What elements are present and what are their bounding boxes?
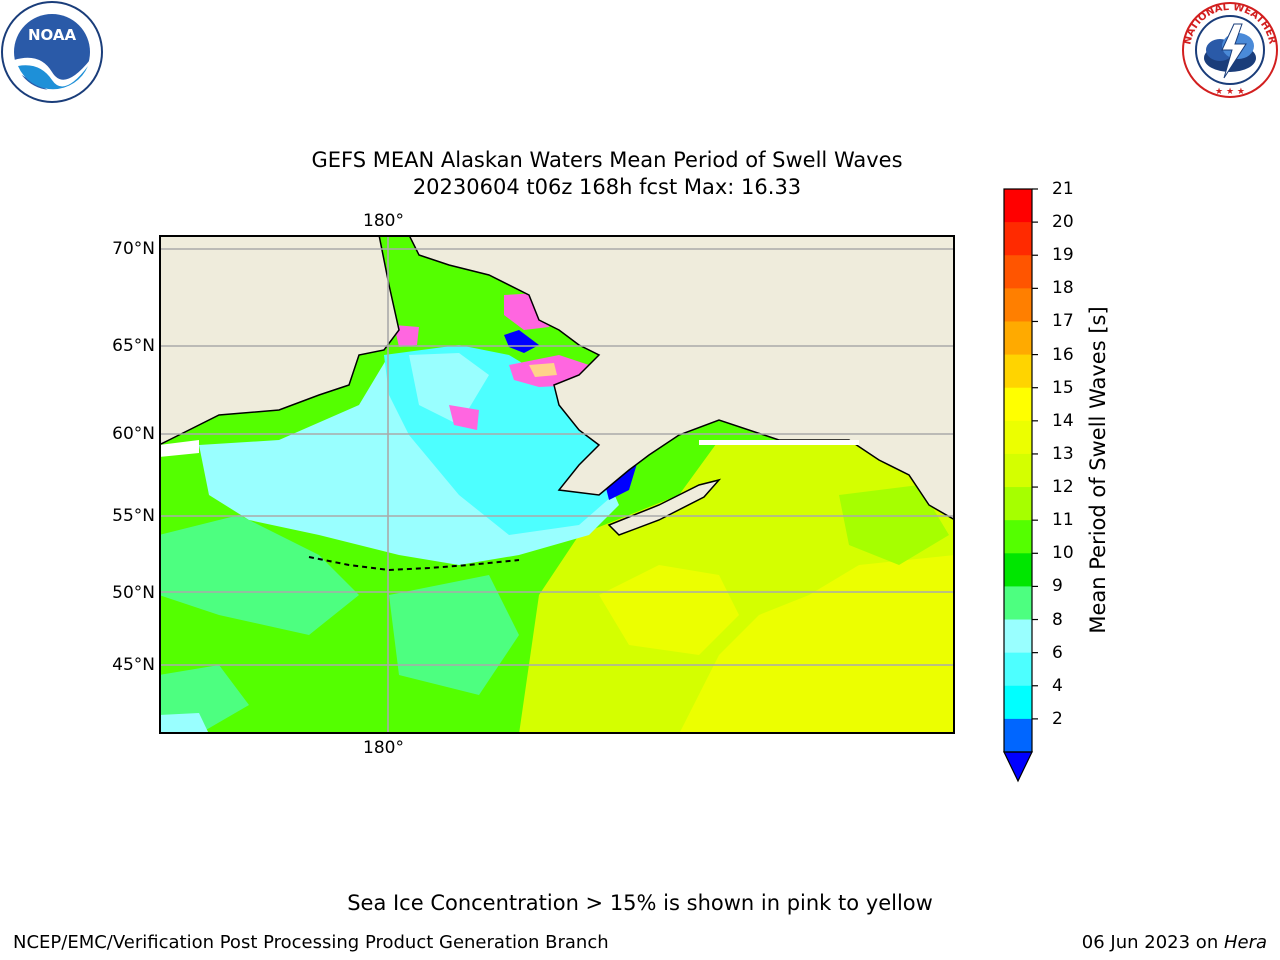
colorbar-band <box>1004 685 1032 720</box>
colorbar-tick-label: 20 <box>1052 212 1074 233</box>
colorbar-band <box>1004 255 1032 289</box>
map-plot <box>159 235 955 734</box>
colorbar-band <box>1004 222 1032 256</box>
colorbar-band <box>1004 487 1032 521</box>
colorbar-band <box>1004 718 1032 753</box>
footer-date-text: 06 Jun 2023 on <box>1081 932 1224 953</box>
map-frame <box>159 235 955 734</box>
colorbar-tick-label: 8 <box>1052 609 1063 630</box>
footer-host: Hera <box>1223 932 1267 953</box>
colorbar-tick-label: 13 <box>1052 443 1074 464</box>
nws-logo: NATIONAL WEATHER SERVICE ★ ★ ★ <box>1180 0 1278 98</box>
colorbar-tick-label: 14 <box>1052 410 1074 431</box>
colorbar-ticks <box>1032 188 1038 720</box>
colorbar-band <box>1004 619 1032 654</box>
swell-9s-patch-west <box>159 515 359 635</box>
no-data-strip-gulf <box>699 440 859 445</box>
no-data-strip-west <box>159 440 199 457</box>
sea-ice-patch-yellow <box>529 363 557 377</box>
lat-label-50n: 50°N <box>112 583 155 603</box>
colorbar-band <box>1004 652 1032 687</box>
swell-12s-patch <box>839 485 949 565</box>
lon-label-top: 180° <box>363 211 404 231</box>
swell-14s-patch <box>599 565 739 655</box>
colorbar <box>1003 188 1038 783</box>
lat-label-45n: 45°N <box>112 655 155 675</box>
swell-low-patch-norton <box>504 330 539 353</box>
colorbar-band <box>1004 321 1032 356</box>
colorbar-tick-label: 12 <box>1052 477 1074 498</box>
colorbar-tick-label: 2 <box>1052 708 1063 729</box>
colorbar-extend-arrow <box>1003 751 1033 783</box>
swell-8s-patch-sw <box>159 713 209 734</box>
sea-ice-note: Sea Ice Concentration > 15% is shown in … <box>347 891 933 915</box>
lat-label-60n: 60°N <box>112 424 155 444</box>
swell-8s-patch-north <box>409 353 489 425</box>
colorbar-band <box>1004 387 1032 422</box>
colorbar-band <box>1004 520 1032 554</box>
svg-text:★ ★ ★: ★ ★ ★ <box>1215 87 1245 97</box>
colorbar-tick-label: 11 <box>1052 510 1074 531</box>
swell-14s-region <box>679 555 955 734</box>
land-alaska-peninsula <box>607 478 722 536</box>
colorbar-title: Mean Period of Swell Waves [s] <box>1086 306 1110 634</box>
noaa-logo: NOAA <box>1 1 103 103</box>
colorbar-band <box>1004 453 1032 488</box>
colorbar-tick-labels: 21 20 19 18 17 16 15 14 13 12 11 10 9 8 6 4 2 <box>1052 0 1092 800</box>
footer-date: 06 Jun 2023 on Hera <box>1082 932 1267 953</box>
chart-title: GEFS MEAN Alaskan Waters Mean Period of … <box>311 148 903 172</box>
colorbar-tick-label: 9 <box>1052 576 1063 597</box>
colorbar-band <box>1004 288 1032 322</box>
colorbar-tick-label: 19 <box>1052 245 1074 266</box>
colorbar-tick-label: 15 <box>1052 377 1074 398</box>
colorbar-tick-label: 10 <box>1052 543 1074 564</box>
lat-label-55n: 55°N <box>112 506 155 526</box>
colorbar-band <box>1004 420 1032 455</box>
map-gridlines <box>159 235 955 734</box>
lat-label-70n: 70°N <box>112 239 155 259</box>
colorbar-bands <box>1004 189 1032 753</box>
lon-label-bottom: 180° <box>363 738 404 758</box>
colorbar-tick-label: 6 <box>1052 642 1063 663</box>
sea-ice-patch-5 <box>449 405 479 430</box>
chart-subtitle: 20230604 t06z 168h fcst Max: 16.33 <box>412 175 802 199</box>
sea-ice-patch-4 <box>394 325 419 347</box>
noaa-logo-text: NOAA <box>28 26 77 44</box>
land-alaska <box>408 235 955 521</box>
colorbar-tick-label: 16 <box>1052 344 1074 365</box>
colorbar-tick-label: 21 <box>1052 179 1074 199</box>
aleutian-islands <box>308 556 520 572</box>
colorbar-band <box>1004 354 1032 389</box>
lat-label-65n: 65°N <box>112 336 155 356</box>
land-siberia <box>159 235 400 446</box>
colorbar-band <box>1004 553 1032 587</box>
colorbar-frame <box>1003 188 1033 753</box>
colorbar-tick-label: 4 <box>1052 675 1063 696</box>
colorbar-band <box>1004 586 1032 621</box>
colorbar-tick-label: 18 <box>1052 278 1074 299</box>
footer-branch: NCEP/EMC/Verification Post Processing Pr… <box>13 932 609 953</box>
colorbar-band <box>1004 189 1032 223</box>
colorbar-tick-label: 17 <box>1052 311 1074 332</box>
